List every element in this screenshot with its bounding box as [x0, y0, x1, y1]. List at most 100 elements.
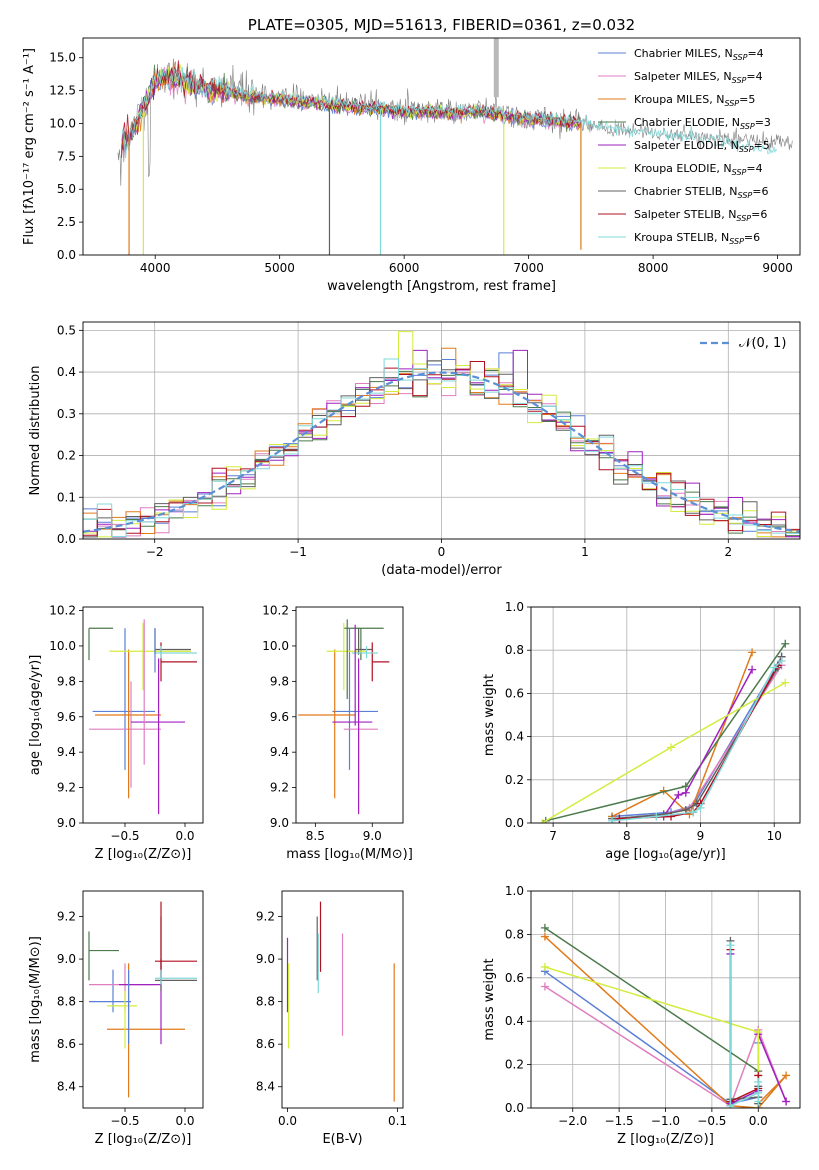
- x-tick-label: −1: [289, 545, 307, 559]
- y-tick-label: 9.8: [270, 674, 289, 688]
- data-point-marker: [667, 743, 676, 752]
- axes: −2 −1 0 1 2 0.0 0.1 0.2 0.3 0.4 0.5 (data-model)/er…: [28, 321, 801, 578]
- legend-label: Salpeter ELODIE, N: [634, 139, 739, 152]
- data-point-marker: [748, 665, 757, 674]
- legend-sub: SSP: [739, 145, 754, 154]
- legend-label: Kroupa STELIB, N: [634, 231, 729, 244]
- y-tick-label: 10.2: [262, 604, 289, 618]
- legend-label: Salpeter MILES, N: [634, 70, 732, 83]
- legend-label: Chabrier MILES, N: [634, 47, 733, 60]
- y-tick-label: 12.5: [49, 84, 76, 98]
- data-point-marker: [781, 639, 790, 648]
- legend-label: Kroupa MILES, N: [634, 93, 724, 106]
- data-point-marker: [608, 816, 617, 823]
- plot-area: [298, 619, 390, 815]
- x-tick-label: 8: [623, 829, 631, 843]
- x-tick-label: −2: [146, 545, 164, 559]
- data-point-marker: [770, 663, 779, 672]
- plot-area: [540, 923, 791, 1108]
- y-tick-label: 9.2: [270, 781, 289, 795]
- data-point-marker: [754, 1077, 763, 1086]
- legend-sub: SSP: [732, 168, 747, 177]
- legend-count: =6: [752, 185, 768, 198]
- legend-sub: SSP: [729, 237, 744, 246]
- y-tick-label: 8.8: [256, 995, 275, 1009]
- panel-8: −2.0 −1.5 −1.0 −0.5 0.0 0.0 0.2 0.4 0.6 0.8 1.0 Z […: [482, 884, 801, 1147]
- x-tick-label: 0.0: [175, 829, 194, 843]
- masked-region: [493, 38, 499, 98]
- x-tick-label: 1: [581, 545, 589, 559]
- x-axis-label: Z [log₁₀(Z/Z⊙)]: [617, 1132, 714, 1147]
- x-tick-label: 0.1: [388, 1114, 407, 1128]
- data-point-marker: [726, 1101, 735, 1108]
- series-line-kroupa-elodie: [544, 966, 760, 1108]
- y-tick-label: 0.5: [57, 323, 76, 337]
- x-tick-label: 9.0: [363, 829, 382, 843]
- y-tick-label: 7.5: [57, 149, 76, 163]
- axes-frame: [530, 606, 801, 824]
- legend-label: Kroupa ELODIE, N: [634, 162, 732, 175]
- data-point-marker: [540, 962, 549, 971]
- legend-entry: Salpeter ELODIE, NSSP=5: [634, 139, 770, 154]
- y-tick-label: 0.1: [57, 490, 76, 504]
- legend-count: =3: [755, 116, 771, 129]
- legend-entry: Chabrier ELODIE, NSSP=3: [634, 116, 771, 131]
- data-point-marker: [538, 819, 547, 823]
- series-line-chabrier-miles: [544, 970, 760, 1105]
- y-tick-label: 8.6: [256, 1037, 275, 1051]
- x-tick-label: 9000: [762, 261, 793, 275]
- x-tick-label: 0.0: [175, 1114, 194, 1128]
- legend-count: =5: [739, 93, 755, 106]
- x-tick-label: 7000: [513, 261, 544, 275]
- axes-frame: [82, 37, 801, 256]
- legend-count: =5: [754, 139, 770, 152]
- series-line-kroupa-elodie: [541, 681, 786, 823]
- data-point-marker: [782, 1071, 791, 1080]
- y-tick-label: 0.4: [505, 1014, 524, 1028]
- x-tick-label: 0.0: [749, 1114, 768, 1128]
- data-point-marker: [754, 1088, 763, 1097]
- model-spectrum-kroupa-stelib: [121, 66, 778, 159]
- panel-4: 8.5 9.0 9.0 9.2 9.4 9.6 9.8 10.0 10.2 mass [log₁₀…: [262, 604, 412, 862]
- data-point-marker: [667, 812, 676, 821]
- x-axis-label: E(B-V): [322, 1132, 362, 1147]
- series-line-kroupa-stelib: [612, 660, 783, 822]
- y-tick-label: 9.4: [270, 745, 289, 759]
- legend-count: =6: [744, 231, 760, 244]
- axes: 8.5 9.0 9.0 9.2 9.4 9.6 9.8 10.0 10.2 mass [log₁₀…: [262, 604, 412, 862]
- y-tick-label: 10.2: [49, 604, 76, 618]
- x-tick-label: 2: [724, 545, 732, 559]
- legend-entry: Kroupa MILES, NSSP=5: [634, 93, 755, 108]
- histogram-salpeter-stelib: [83, 361, 800, 536]
- y-tick-label: 9.0: [57, 816, 76, 830]
- axes: 0.0 0.1 8.4 8.6 8.8 9.0 9.2 E(B-V): [256, 890, 407, 1147]
- data-point-marker: [674, 790, 683, 799]
- legend-count: =6: [751, 208, 767, 221]
- y-tick-label: 10.0: [262, 639, 289, 653]
- axes: 4000 5000 6000 7000 8000 9000 0.0 2.5 5.0 7.5 10.0…: [22, 16, 801, 294]
- data-point-marker: [540, 932, 549, 941]
- plot-area: [117, 38, 793, 255]
- y-tick-label: 1.0: [505, 884, 524, 898]
- y-axis-label: Flux [fλ10⁻¹⁷ erg cm⁻² s⁻¹ A⁻¹]: [22, 48, 37, 245]
- x-tick-label: 0.0: [278, 1114, 297, 1128]
- data-point-marker: [540, 982, 549, 991]
- chart-title: PLATE=0305, MJD=51613, FIBERID=0361, z=0…: [248, 16, 635, 34]
- panel-6: −0.5 0.0 8.4 8.6 8.8 9.0 9.2 Z [log₁₀(Z/Z⊙)] mas…: [28, 890, 204, 1147]
- y-tick-label: 0.6: [505, 686, 524, 700]
- y-tick-label: 8.6: [57, 1037, 76, 1051]
- series-line-kroupa-miles: [611, 652, 753, 818]
- y-axis-label: mass weight: [482, 674, 497, 756]
- series-line-chabrier-elodie: [544, 927, 760, 1108]
- x-axis-label: Z [log₁₀(Z/Z⊙)]: [95, 1132, 192, 1147]
- plot-area: [88, 619, 197, 815]
- legend-label: Chabrier ELODIE, N: [634, 116, 740, 129]
- legend-entry: Chabrier STELIB, NSSP=6: [634, 185, 768, 200]
- legend-label: Chabrier STELIB, N: [634, 185, 738, 198]
- y-tick-label: 9.8: [57, 674, 76, 688]
- data-point-marker: [781, 678, 790, 687]
- data-point-marker: [540, 923, 549, 932]
- axes: 7 8 9 10 0.0 0.2 0.4 0.6 0.8 1.0 age [log₁₀(age/yr…: [482, 600, 801, 862]
- panel-7: 0.0 0.1 8.4 8.6 8.8 9.0 9.2 E(B-V): [256, 890, 407, 1147]
